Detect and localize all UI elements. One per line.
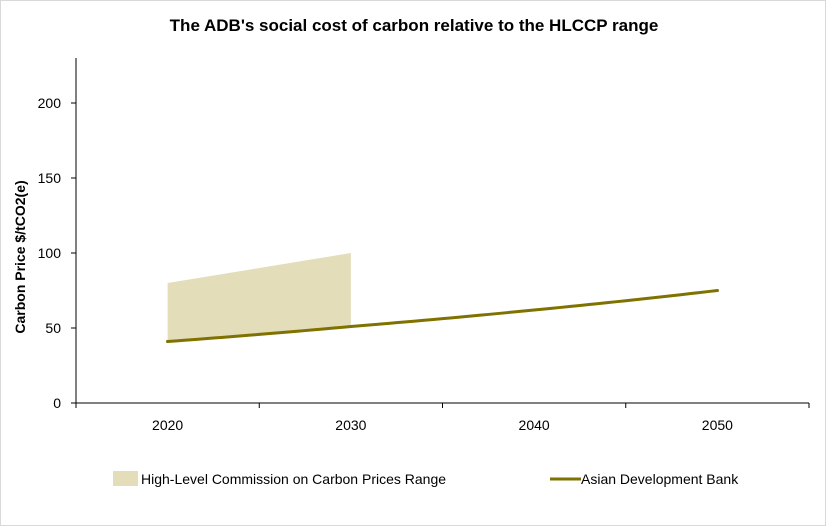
- x-tick-label: 2020: [152, 417, 183, 433]
- x-axis-ticks: 2020 2030 2040 2050: [75, 403, 810, 433]
- legend-band-label: High-Level Commission on Carbon Prices R…: [141, 471, 446, 487]
- y-axis-ticks: 0 50 100 150 200: [38, 95, 76, 411]
- legend-band-swatch: [113, 471, 138, 486]
- adb-data-point: [349, 325, 353, 328]
- adb-series-points: [166, 289, 719, 343]
- x-tick-label: 2030: [335, 417, 366, 433]
- y-axis-label: Carbon Price $/tCO2(e): [12, 180, 28, 333]
- x-tick-label: 2040: [519, 417, 550, 433]
- adb-series-line: [166, 289, 719, 343]
- x-tick-label: 2050: [702, 417, 733, 433]
- legend: High-Level Commission on Carbon Prices R…: [113, 471, 739, 487]
- adb-data-point: [532, 308, 536, 312]
- y-tick-label: 0: [53, 395, 61, 411]
- axes: 0 50 100 150 200 2020 2030 2040 2050: [38, 58, 810, 433]
- adb-data-point: [715, 289, 719, 292]
- legend-adb-label: Asian Development Bank: [581, 471, 739, 487]
- adb-data-point: [166, 340, 170, 343]
- plot-area: [166, 253, 719, 343]
- y-tick-label: 50: [45, 320, 61, 336]
- y-tick-label: 100: [38, 245, 62, 261]
- y-tick-label: 150: [38, 170, 62, 186]
- y-tick-label: 200: [38, 95, 62, 111]
- hlccp-range-band: [167, 253, 351, 342]
- chart-title: The ADB's social cost of carbon relative…: [170, 16, 659, 35]
